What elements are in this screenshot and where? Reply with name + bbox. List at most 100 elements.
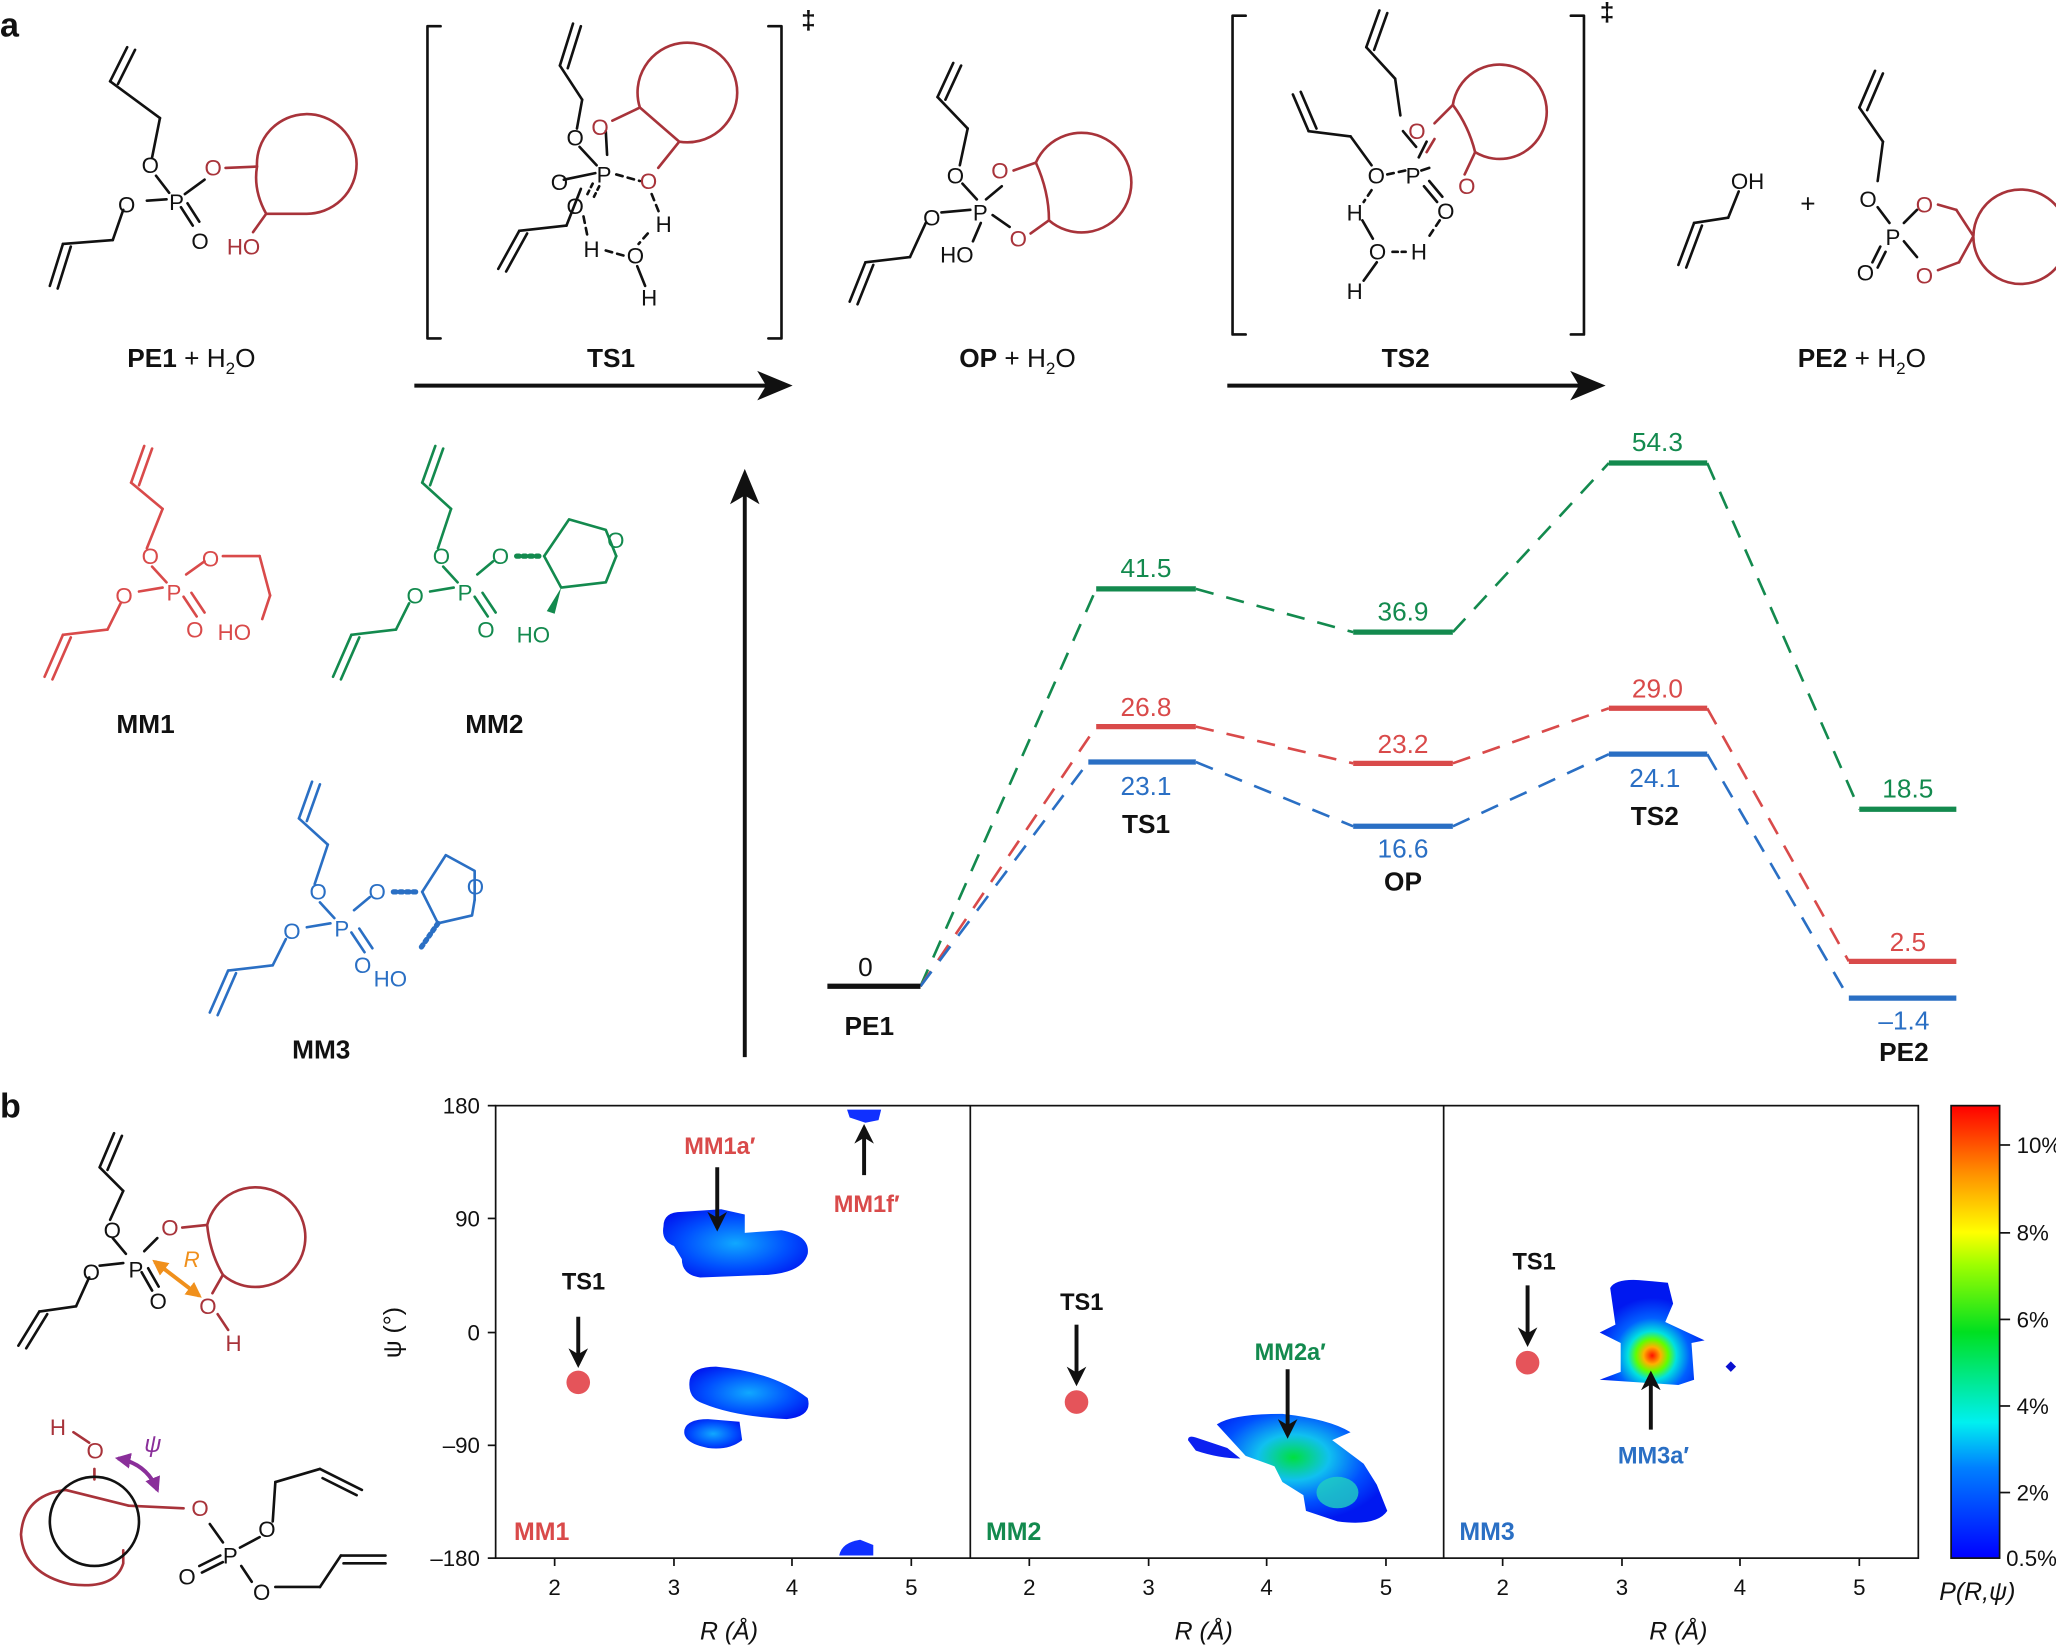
atom-O: O: [467, 874, 484, 899]
atom-O: O: [115, 583, 132, 608]
atom-H: H: [641, 286, 657, 311]
mm1-label: MM1: [116, 709, 174, 739]
value-mm3-op: 16.6: [1377, 834, 1428, 864]
ts1-annotation: TS1: [562, 1269, 605, 1295]
value-mm2-op: 36.9: [1377, 596, 1428, 626]
mm3-panel-label: MM3: [1459, 1518, 1514, 1546]
atom-O: O: [627, 244, 644, 269]
atom-H: H: [50, 1415, 66, 1440]
value-mm3-pe2: –1.4: [1878, 1006, 1929, 1036]
atom-O: O: [406, 583, 423, 608]
y-tick: 180: [443, 1094, 480, 1119]
value-mm2-pe2: 18.5: [1882, 773, 1933, 803]
atom-O: O: [566, 194, 583, 219]
atom-H: H: [583, 237, 599, 262]
connector-mm3: [1452, 752, 1610, 828]
atom-P: P: [973, 200, 988, 225]
value-mm3-ts2: 24.1: [1629, 763, 1680, 793]
atom-HO: HO: [227, 234, 260, 259]
x-axis-label: R (Å): [1175, 1615, 1233, 1645]
x-tick: 5: [1380, 1575, 1392, 1600]
ts2-label: TS2: [1382, 343, 1430, 373]
ts1-structure: O O P O H O H H O O: [496, 22, 739, 311]
atom-O: O: [1369, 240, 1386, 265]
atom-O: O: [354, 953, 371, 978]
y-tick: –90: [443, 1433, 480, 1458]
y-tick: 0: [468, 1320, 480, 1345]
atom-O: O: [191, 1496, 208, 1521]
ts1-bracket: [426, 24, 783, 340]
colorbar-label: P(R,ψ): [1939, 1578, 2015, 1606]
atom-O: O: [1916, 192, 1933, 217]
atom-H: H: [1411, 240, 1427, 265]
colorbar-tick: 4%: [2017, 1394, 2049, 1419]
pe1-label: PE1 + H2O: [127, 343, 255, 378]
r-distance-arrow-icon: [152, 1259, 202, 1298]
x-tick: 3: [1142, 1575, 1154, 1600]
x-tick: 3: [1616, 1575, 1628, 1600]
x-tick: 5: [905, 1575, 917, 1600]
colorbar-tick: 6%: [2017, 1307, 2049, 1332]
atom-O: O: [202, 547, 219, 572]
atom-O: O: [178, 1564, 195, 1589]
r-label: R: [184, 1247, 200, 1272]
atom-H: H: [1347, 279, 1363, 304]
value-mm1-pe2: 2.5: [1890, 927, 1926, 957]
heatmap-mm2: TS1 MM2a′ MM2: [986, 1290, 1388, 1546]
atom-O: O: [205, 156, 222, 181]
atom-O: O: [283, 919, 300, 944]
y-tick: –180: [430, 1546, 480, 1571]
pe2-structure: OH + O P O O O: [1677, 69, 2056, 288]
value-mm3-ts1: 23.1: [1120, 771, 1171, 801]
op-structure: O O P HO O O: [848, 61, 1133, 306]
atom-O: O: [566, 126, 583, 151]
ts1-label: TS1: [587, 343, 635, 373]
x-axis-label: R (Å): [1649, 1615, 1707, 1645]
connector-mm1: [919, 725, 1098, 988]
atom-H: H: [1347, 200, 1363, 225]
atom-P: P: [223, 1543, 238, 1568]
value-mm1-op: 23.2: [1377, 729, 1428, 759]
connector-mm1: [1195, 725, 1354, 765]
atom-O: O: [186, 617, 203, 642]
x-tick: 2: [1496, 1575, 1508, 1600]
ts2-dagger: ‡: [1600, 0, 1615, 27]
atom-O: O: [104, 1218, 121, 1243]
pe1-structure: O O P O O HO: [48, 45, 358, 290]
colorbar-tick: 10%: [2017, 1133, 2056, 1158]
value-pe1: 0: [858, 952, 873, 982]
x-tick: 3: [668, 1575, 680, 1600]
connector-mm2: [1706, 462, 1861, 810]
atom-O: O: [1408, 119, 1425, 144]
atom-O: O: [991, 158, 1008, 183]
ts1-dagger: ‡: [801, 5, 816, 35]
atom-P: P: [597, 162, 612, 187]
colorbar: 10% 8% 6% 4% 2% 0.5% P(R,ψ): [1939, 1104, 2056, 1606]
atom-O: O: [433, 544, 450, 569]
atom-O: O: [1916, 263, 1933, 288]
mm1f-annotation: MM1f′: [834, 1192, 900, 1218]
atom-P: P: [167, 581, 182, 606]
atom-O: O: [83, 1260, 100, 1285]
x-tick: 4: [786, 1575, 798, 1600]
ts2-structure: O P O H O H H O O: [1291, 9, 1549, 304]
value-mm2-ts2: 54.3: [1632, 427, 1683, 457]
atom-O: O: [118, 192, 135, 217]
y-axis-label: ψ (°): [379, 1307, 407, 1358]
atom-HO: HO: [940, 242, 973, 267]
connector-mm2: [919, 588, 1098, 987]
state-label-ts1: TS1: [1122, 809, 1170, 839]
psi-label: ψ: [144, 1432, 161, 1458]
heatmap-mm1: TS1 MM1a′ MM1f′ MM1: [514, 1109, 900, 1556]
state-label-op: OP: [1384, 867, 1422, 897]
connector-mm1: [1706, 707, 1850, 963]
plus-sign: +: [1800, 188, 1815, 218]
colorbar-tick: 2%: [2017, 1480, 2049, 1505]
value-mm1-ts1: 26.8: [1120, 692, 1171, 722]
state-label-ts2: TS2: [1631, 801, 1679, 831]
value-mm1-ts2: 29.0: [1632, 674, 1683, 704]
atom-O: O: [1437, 199, 1454, 224]
connector-mm2: [1195, 587, 1354, 634]
atom-O: O: [161, 1215, 178, 1240]
